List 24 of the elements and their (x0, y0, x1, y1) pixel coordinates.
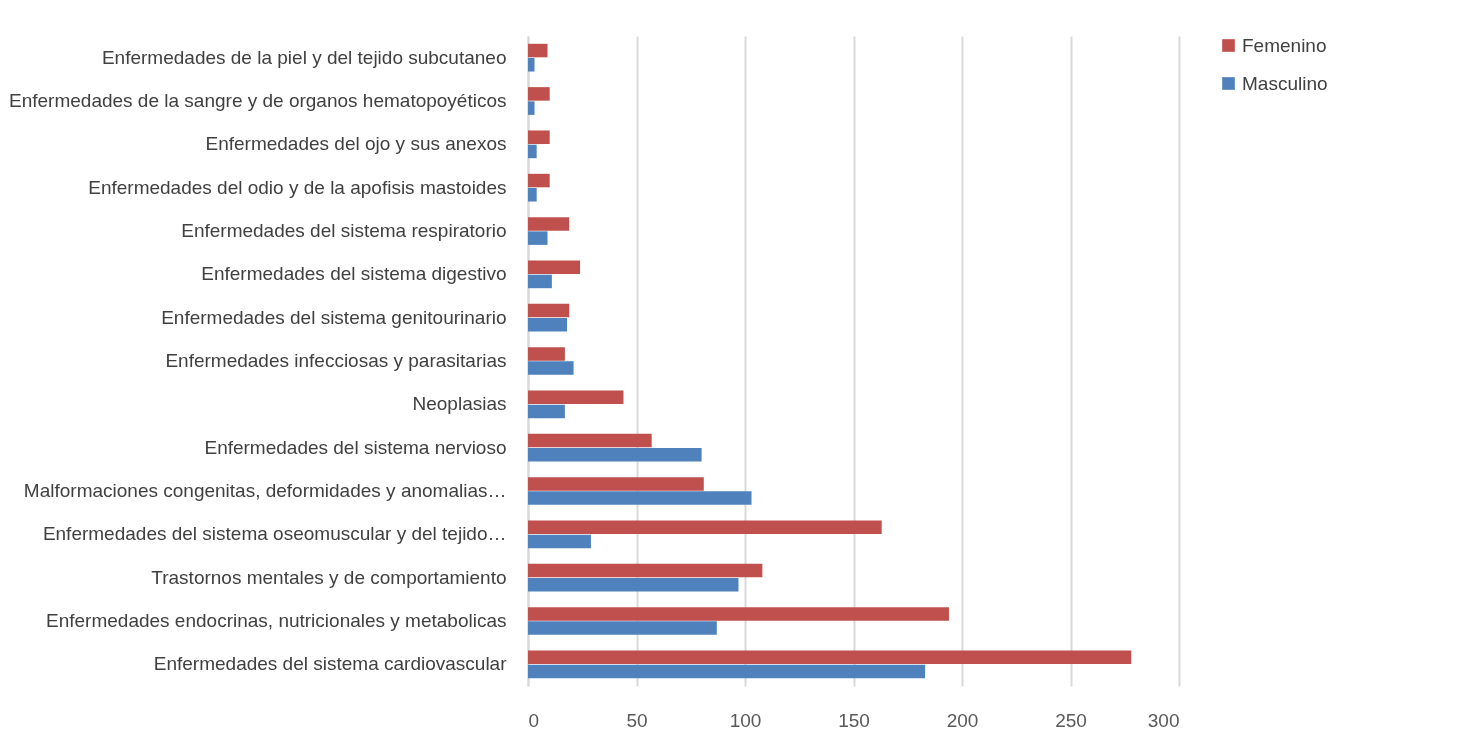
legend-label: Masculino (1242, 72, 1328, 94)
y-tick-label: Malformaciones congenitas, deformidades y anomalias… (23, 480, 507, 501)
y-tick-label: Enfermedades del sistema genitourinario (161, 306, 507, 328)
y-tick-label: Trastornos mentales y de comportamiento (151, 566, 507, 588)
y-tick-label: Enfermedades infecciosas y parasitarias (165, 350, 507, 371)
x-tick-label: 50 (626, 709, 648, 731)
y-tick-label: Enfermedades del sistema respiratorio (181, 220, 507, 241)
x-tick-label: 200 (946, 709, 979, 731)
y-tick-label: Enfermedades de la sangre y de organos hematopoyéticos (9, 90, 507, 111)
y-tick-label: Enfermedades del ojo y sus anexos (205, 133, 507, 155)
y-tick-label: Enfermedades del sistema nervioso (204, 436, 507, 458)
y-tick-label: Enfermedades de la piel y del tejido subcutaneo (101, 46, 507, 68)
y-tick-label: Enfermedades del odio y de la apofisis mastoides (88, 176, 507, 198)
y-tick-label: Enfermedades del sistema cardiovascular (153, 653, 508, 675)
y-tick-label: Enfermedades del sistema digestivo (201, 263, 507, 285)
x-tick-label: 100 (729, 709, 762, 731)
x-tick-label: 250 (1055, 709, 1087, 731)
legend-label: Femenino (1242, 34, 1327, 56)
y-tick-label: Enfermedades endocrinas, nutricionales y metabolicas (46, 610, 507, 631)
x-tick-label: 0 (528, 709, 540, 731)
x-tick-label: 150 (838, 709, 870, 731)
y-tick-label: Neoplasias (412, 393, 507, 415)
x-tick-label: 300 (1147, 709, 1180, 731)
y-tick-label: Enfermedades del sistema oseomuscular y del tejido… (42, 523, 507, 545)
